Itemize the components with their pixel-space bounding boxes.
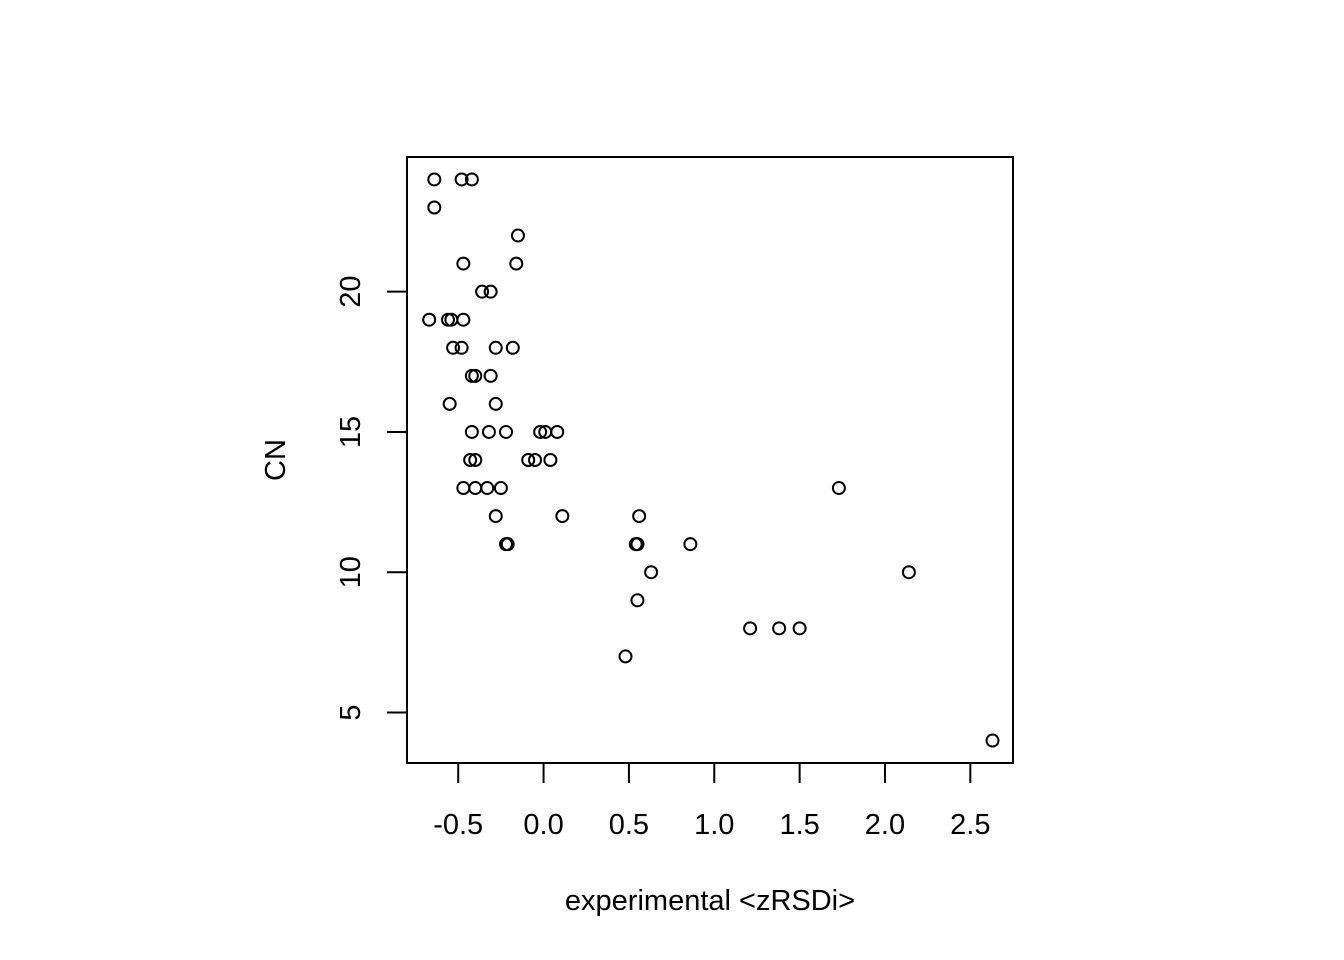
data-point bbox=[550, 424, 565, 439]
data-points bbox=[422, 172, 1000, 748]
data-point bbox=[475, 284, 490, 299]
data-point bbox=[509, 256, 524, 271]
data-point bbox=[427, 172, 442, 187]
data-point bbox=[464, 172, 479, 187]
x-tick-label: -0.5 bbox=[433, 809, 483, 841]
x-tick-label: 0.5 bbox=[609, 809, 649, 841]
y-axis: 5 10 15 20 bbox=[335, 276, 408, 721]
y-axis-title: CN bbox=[260, 439, 292, 481]
data-point bbox=[454, 340, 469, 355]
x-axis-title: experimental <zRSDi> bbox=[565, 885, 855, 917]
data-point bbox=[468, 453, 483, 467]
data-point bbox=[481, 424, 496, 439]
data-point bbox=[644, 565, 659, 580]
data-point bbox=[521, 453, 536, 467]
data-point bbox=[555, 509, 570, 524]
data-point bbox=[456, 312, 471, 327]
data-point bbox=[630, 537, 645, 552]
data-point bbox=[533, 424, 548, 439]
y-tick-label: 20 bbox=[335, 276, 367, 308]
data-point bbox=[483, 368, 498, 383]
data-point bbox=[468, 481, 483, 496]
data-point bbox=[488, 340, 503, 355]
data-point bbox=[499, 424, 514, 439]
data-point bbox=[618, 649, 633, 664]
data-point bbox=[510, 228, 525, 243]
data-point bbox=[483, 284, 498, 299]
data-point bbox=[456, 256, 471, 271]
data-point bbox=[632, 509, 647, 524]
data-point bbox=[772, 621, 787, 636]
data-point bbox=[454, 172, 469, 187]
data-point bbox=[488, 509, 503, 524]
data-point bbox=[792, 621, 807, 636]
data-point bbox=[463, 453, 478, 467]
x-tick-label: 1.5 bbox=[779, 809, 819, 841]
data-point bbox=[743, 621, 758, 636]
x-tick-label: 2.0 bbox=[865, 809, 905, 841]
data-point bbox=[493, 481, 508, 496]
x-tick-label: 2.5 bbox=[950, 809, 990, 841]
data-point bbox=[901, 565, 916, 580]
data-point bbox=[480, 481, 495, 496]
data-point bbox=[630, 593, 645, 608]
data-point bbox=[683, 537, 698, 552]
x-tick-label: 1.0 bbox=[694, 809, 734, 841]
data-point bbox=[505, 340, 520, 355]
data-point bbox=[543, 453, 558, 467]
plot-box bbox=[406, 156, 1014, 764]
y-tick-label: 5 bbox=[335, 704, 367, 720]
data-point bbox=[446, 340, 461, 355]
data-point bbox=[442, 396, 457, 411]
y-tick-label: 15 bbox=[335, 416, 367, 448]
x-tick-label: 0.0 bbox=[523, 809, 563, 841]
data-point bbox=[500, 537, 515, 552]
y-tick-label: 10 bbox=[335, 556, 367, 588]
data-point bbox=[528, 453, 543, 467]
data-point bbox=[464, 424, 479, 439]
data-point bbox=[985, 733, 1000, 748]
data-point bbox=[831, 481, 846, 496]
data-point bbox=[456, 481, 471, 496]
data-point bbox=[422, 312, 437, 327]
data-point bbox=[488, 396, 503, 411]
x-axis: -0.5 0.0 0.5 1.0 1.5 2.0 2.5 bbox=[433, 762, 990, 841]
data-point bbox=[468, 368, 483, 383]
data-point bbox=[427, 200, 442, 215]
